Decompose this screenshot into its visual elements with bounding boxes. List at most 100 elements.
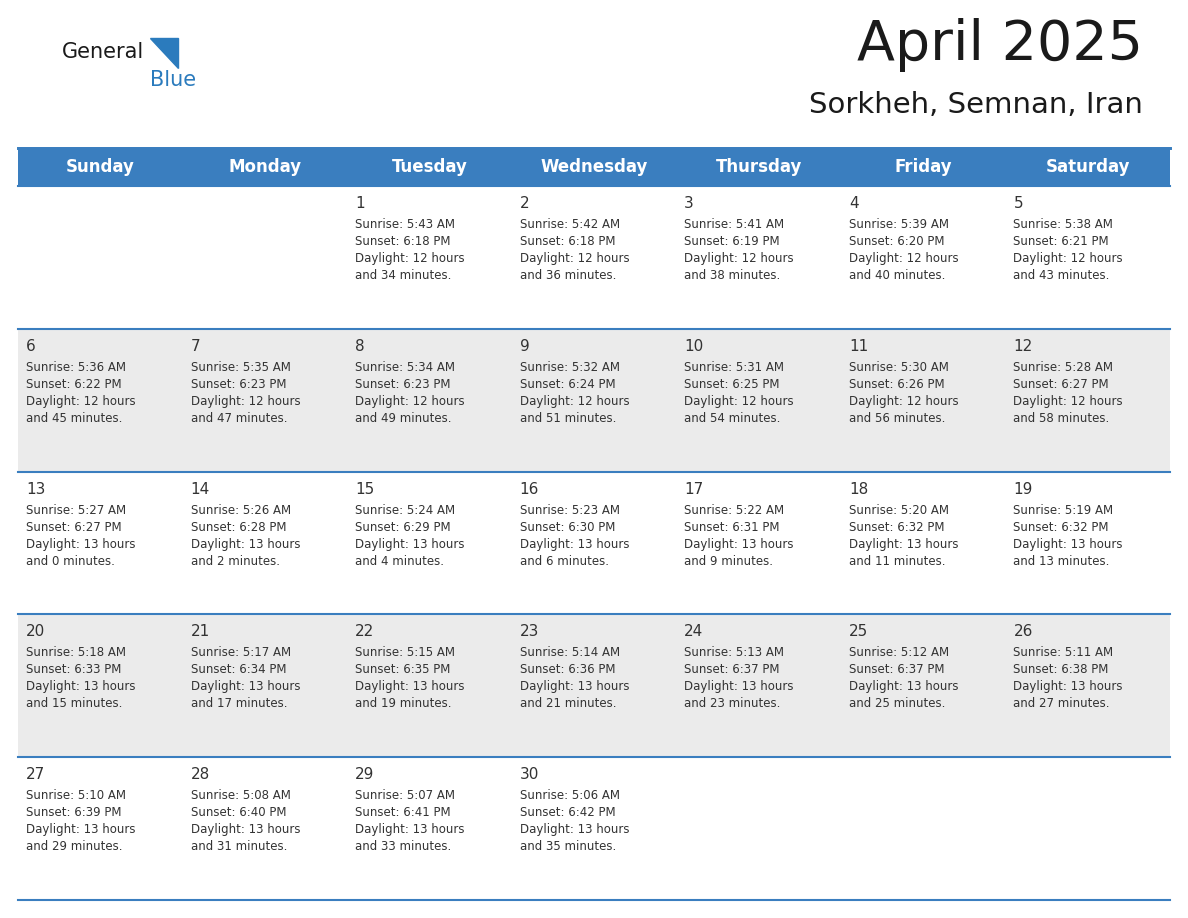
Text: 27: 27: [26, 767, 45, 782]
Bar: [347, 614, 512, 757]
Text: Sunset: 6:29 PM: Sunset: 6:29 PM: [355, 521, 450, 533]
Text: 15: 15: [355, 482, 374, 497]
Text: Sunrise: 5:15 AM: Sunrise: 5:15 AM: [355, 646, 455, 659]
Bar: [1005, 472, 1170, 614]
Bar: [183, 186, 347, 329]
Text: 30: 30: [519, 767, 539, 782]
Bar: [512, 472, 676, 614]
Text: and 4 minutes.: and 4 minutes.: [355, 554, 444, 567]
Bar: [512, 614, 676, 757]
Text: and 35 minutes.: and 35 minutes.: [519, 840, 615, 853]
Text: 24: 24: [684, 624, 703, 640]
Text: Daylight: 12 hours: Daylight: 12 hours: [849, 252, 959, 265]
Text: Daylight: 12 hours: Daylight: 12 hours: [26, 395, 135, 408]
Text: 29: 29: [355, 767, 374, 782]
Text: Daylight: 13 hours: Daylight: 13 hours: [355, 538, 465, 551]
Text: Sunrise: 5:06 AM: Sunrise: 5:06 AM: [519, 789, 620, 802]
Text: 12: 12: [1013, 339, 1032, 353]
Bar: [183, 472, 347, 614]
Text: and 0 minutes.: and 0 minutes.: [26, 554, 115, 567]
Text: Sunrise: 5:42 AM: Sunrise: 5:42 AM: [519, 218, 620, 231]
Bar: [1005, 186, 1170, 329]
Text: Daylight: 13 hours: Daylight: 13 hours: [1013, 680, 1123, 693]
Text: and 6 minutes.: and 6 minutes.: [519, 554, 608, 567]
Text: 21: 21: [190, 624, 210, 640]
Bar: [676, 329, 841, 472]
Text: 5: 5: [1013, 196, 1023, 211]
Text: Daylight: 13 hours: Daylight: 13 hours: [684, 538, 794, 551]
Bar: [18, 329, 183, 472]
Text: and 15 minutes.: and 15 minutes.: [26, 698, 122, 711]
Bar: [183, 329, 347, 472]
Text: Sunset: 6:32 PM: Sunset: 6:32 PM: [1013, 521, 1108, 533]
Text: and 29 minutes.: and 29 minutes.: [26, 840, 122, 853]
Text: Tuesday: Tuesday: [392, 158, 467, 176]
Bar: [841, 472, 1005, 614]
Text: and 38 minutes.: and 38 minutes.: [684, 269, 781, 282]
Text: Daylight: 13 hours: Daylight: 13 hours: [190, 680, 301, 693]
Text: Sunset: 6:31 PM: Sunset: 6:31 PM: [684, 521, 779, 533]
Text: Daylight: 12 hours: Daylight: 12 hours: [684, 252, 794, 265]
Text: Sunrise: 5:19 AM: Sunrise: 5:19 AM: [1013, 504, 1113, 517]
Text: Sunset: 6:20 PM: Sunset: 6:20 PM: [849, 235, 944, 248]
Text: 28: 28: [190, 767, 210, 782]
Bar: [18, 757, 183, 900]
Text: Sunrise: 5:26 AM: Sunrise: 5:26 AM: [190, 504, 291, 517]
Text: Daylight: 12 hours: Daylight: 12 hours: [355, 395, 465, 408]
Bar: [676, 757, 841, 900]
Text: and 56 minutes.: and 56 minutes.: [849, 412, 946, 425]
Bar: [841, 329, 1005, 472]
Text: Daylight: 12 hours: Daylight: 12 hours: [190, 395, 301, 408]
Bar: [841, 757, 1005, 900]
Text: and 19 minutes.: and 19 minutes.: [355, 698, 451, 711]
Text: Sunset: 6:25 PM: Sunset: 6:25 PM: [684, 378, 779, 391]
Text: Sunrise: 5:18 AM: Sunrise: 5:18 AM: [26, 646, 126, 659]
Text: 22: 22: [355, 624, 374, 640]
Text: April 2025: April 2025: [857, 18, 1143, 72]
Text: and 17 minutes.: and 17 minutes.: [190, 698, 287, 711]
Text: Sunset: 6:34 PM: Sunset: 6:34 PM: [190, 664, 286, 677]
Text: Sunrise: 5:41 AM: Sunrise: 5:41 AM: [684, 218, 784, 231]
Text: and 21 minutes.: and 21 minutes.: [519, 698, 617, 711]
Text: Daylight: 13 hours: Daylight: 13 hours: [519, 538, 630, 551]
Text: Sunrise: 5:10 AM: Sunrise: 5:10 AM: [26, 789, 126, 802]
Text: Daylight: 13 hours: Daylight: 13 hours: [355, 680, 465, 693]
Text: and 51 minutes.: and 51 minutes.: [519, 412, 617, 425]
Text: Daylight: 12 hours: Daylight: 12 hours: [849, 395, 959, 408]
Text: Sunrise: 5:22 AM: Sunrise: 5:22 AM: [684, 504, 784, 517]
Text: Sunset: 6:30 PM: Sunset: 6:30 PM: [519, 521, 615, 533]
Text: Thursday: Thursday: [715, 158, 802, 176]
Text: Wednesday: Wednesday: [541, 158, 647, 176]
Text: Daylight: 13 hours: Daylight: 13 hours: [519, 680, 630, 693]
Text: 1: 1: [355, 196, 365, 211]
Text: Sunset: 6:24 PM: Sunset: 6:24 PM: [519, 378, 615, 391]
Bar: [18, 614, 183, 757]
Text: Sunrise: 5:28 AM: Sunrise: 5:28 AM: [1013, 361, 1113, 374]
Bar: [841, 614, 1005, 757]
Text: Sunset: 6:39 PM: Sunset: 6:39 PM: [26, 806, 121, 819]
Text: Sunset: 6:23 PM: Sunset: 6:23 PM: [355, 378, 450, 391]
Text: Daylight: 12 hours: Daylight: 12 hours: [1013, 252, 1123, 265]
Bar: [841, 186, 1005, 329]
Text: Daylight: 13 hours: Daylight: 13 hours: [26, 538, 135, 551]
Text: Sunrise: 5:24 AM: Sunrise: 5:24 AM: [355, 504, 455, 517]
Text: Sunset: 6:22 PM: Sunset: 6:22 PM: [26, 378, 121, 391]
Text: 6: 6: [26, 339, 36, 353]
Text: Sorkheh, Semnan, Iran: Sorkheh, Semnan, Iran: [809, 91, 1143, 119]
Text: and 25 minutes.: and 25 minutes.: [849, 698, 946, 711]
Text: Sunset: 6:42 PM: Sunset: 6:42 PM: [519, 806, 615, 819]
Text: Sunrise: 5:34 AM: Sunrise: 5:34 AM: [355, 361, 455, 374]
Text: Sunrise: 5:14 AM: Sunrise: 5:14 AM: [519, 646, 620, 659]
Text: Sunrise: 5:08 AM: Sunrise: 5:08 AM: [190, 789, 290, 802]
Text: Sunrise: 5:38 AM: Sunrise: 5:38 AM: [1013, 218, 1113, 231]
Text: Daylight: 13 hours: Daylight: 13 hours: [849, 538, 959, 551]
Text: and 33 minutes.: and 33 minutes.: [355, 840, 451, 853]
Text: Sunset: 6:40 PM: Sunset: 6:40 PM: [190, 806, 286, 819]
Text: Sunrise: 5:13 AM: Sunrise: 5:13 AM: [684, 646, 784, 659]
Text: and 13 minutes.: and 13 minutes.: [1013, 554, 1110, 567]
Text: Daylight: 13 hours: Daylight: 13 hours: [26, 680, 135, 693]
Text: Sunset: 6:41 PM: Sunset: 6:41 PM: [355, 806, 450, 819]
Text: Daylight: 13 hours: Daylight: 13 hours: [26, 823, 135, 836]
Text: Sunset: 6:18 PM: Sunset: 6:18 PM: [355, 235, 450, 248]
Bar: [512, 757, 676, 900]
